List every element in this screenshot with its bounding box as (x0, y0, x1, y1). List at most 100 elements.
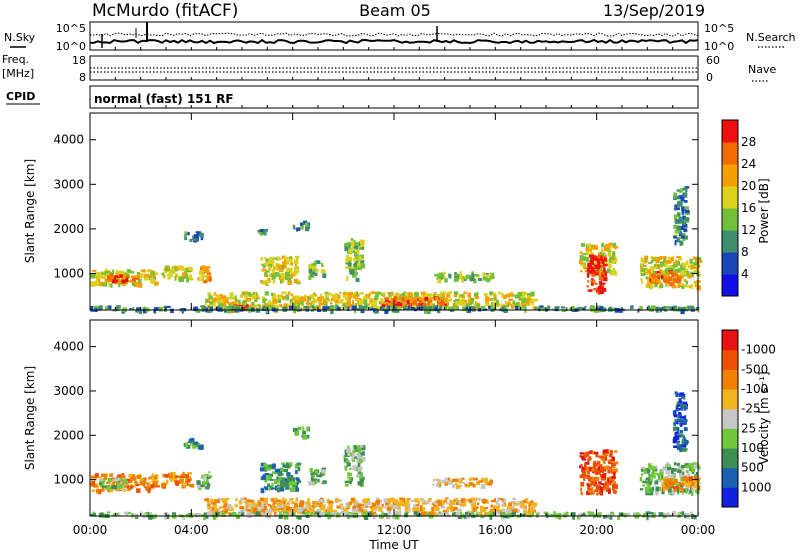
power-echo-cell (335, 293, 339, 298)
velocity-echo-cell (479, 512, 483, 517)
velocity-echo-cell (148, 484, 152, 490)
velocity-echo-cell (471, 497, 477, 501)
velocity-echo-cell (314, 503, 318, 508)
power-echo-cell (669, 306, 675, 310)
velocity-echo-cell (308, 480, 312, 486)
power-echo-cell (213, 293, 217, 297)
velocity-echo-cell (562, 513, 567, 517)
power-echo-cell (329, 301, 333, 305)
power-echo-cell (342, 303, 346, 307)
power-echo-cell (114, 275, 119, 278)
power-echo-cell (357, 256, 362, 261)
velocity-echo-cell (314, 480, 318, 484)
velocity-echo-cell (178, 514, 181, 517)
power-echo-cell (416, 299, 419, 302)
power-echo-cell (514, 294, 520, 299)
power-echo-cell (126, 275, 130, 278)
velocity-echo-cell (694, 483, 699, 489)
velocity-echo-cell (281, 483, 284, 487)
power-echo-cell (679, 283, 684, 286)
power-echo-cell (601, 265, 606, 269)
velocity-echo-cell (476, 502, 480, 506)
power-echo-cell (279, 295, 284, 299)
power-echo-cell (95, 281, 99, 286)
velocity-echo-cell (680, 416, 684, 419)
power-echo-cell (671, 285, 677, 289)
power-echo-cell (116, 305, 121, 309)
power-echo-cell (603, 267, 606, 273)
power-echo-cell (653, 257, 657, 260)
velocity-y-tick-label: 2000 (53, 428, 84, 442)
power-echo-cell (674, 219, 679, 224)
power-echo-cell (602, 264, 608, 267)
power-echo-cell (337, 307, 341, 311)
power-echo-cell (395, 309, 400, 313)
power-echo-cell (357, 251, 360, 255)
power-echo-cell (291, 274, 296, 277)
power-echo-cell (168, 271, 172, 275)
power-echo-cell (496, 304, 500, 307)
velocity-echo-cell (458, 499, 461, 505)
power-echo-cell (296, 227, 301, 231)
power-echo-cell (261, 296, 266, 299)
power-echo-cell (647, 305, 651, 310)
power-echo-cell (471, 271, 474, 275)
velocity-echo-cell (212, 515, 217, 520)
velocity-echo-cell (507, 512, 512, 518)
power-echo-cell (512, 300, 515, 305)
velocity-echo-cell (676, 482, 680, 485)
power-echo-cell (278, 269, 282, 273)
power-echo-cell (598, 265, 603, 268)
power-echo-cell (597, 261, 600, 267)
power-echo-cell (119, 274, 123, 278)
velocity-echo-cell (511, 507, 515, 512)
power-colorbar-tick-label: 24 (741, 157, 756, 171)
velocity-echo-cell (106, 511, 111, 514)
power-echo-cell (386, 307, 389, 310)
velocity-echo-cell (358, 467, 361, 471)
power-echo-cell (500, 303, 503, 306)
noise-sky-trace (89, 38, 699, 45)
power-echo-cell (264, 272, 268, 276)
power-echo-cell (677, 278, 682, 282)
power-echo-cell (692, 256, 697, 260)
velocity-echo-cell (280, 504, 284, 508)
velocity-echo-cell (214, 508, 217, 512)
power-echo-cell (297, 304, 300, 308)
power-echo-cell (174, 273, 179, 278)
velocity-echo-cell (283, 469, 289, 473)
velocity-echo-cell (370, 508, 374, 511)
velocity-echo-cell (129, 485, 134, 489)
velocity-echo-cell (281, 462, 286, 465)
power-echo-cell (465, 309, 468, 313)
velocity-echo-cell (102, 515, 105, 519)
velocity-echo-cell (537, 511, 540, 515)
power-echo-cell (266, 280, 269, 285)
power-echo-cell (93, 305, 98, 309)
power-echo-cell (503, 308, 508, 313)
power-echo-cell (681, 206, 686, 212)
power-echo-cell (439, 292, 443, 297)
velocity-echo-cell (393, 504, 399, 510)
velocity-echo-cell (667, 474, 671, 477)
velocity-echo-cell (691, 488, 695, 492)
power-echo-cell (248, 307, 254, 311)
power-echo-cell (312, 307, 316, 310)
velocity-echo-cell (221, 498, 225, 503)
power-echo-cell (587, 243, 591, 247)
velocity-echo-cell (182, 515, 186, 520)
power-echo-cell (359, 239, 365, 245)
station-title: McMurdo (fitACF) (92, 1, 238, 21)
velocity-echo-cell (387, 506, 390, 510)
velocity-echo-cell (255, 502, 259, 507)
velocity-echo-cell (251, 511, 256, 514)
velocity-echo-cell (417, 500, 420, 505)
power-echo-cell (115, 305, 118, 311)
power-echo-cell (152, 276, 157, 280)
velocity-echo-cell (282, 498, 287, 502)
velocity-echo-cell (225, 497, 230, 501)
velocity-echo-cell (603, 468, 606, 472)
velocity-echo-cell (125, 482, 128, 485)
power-echo-cell (437, 278, 442, 284)
velocity-echo-cell (685, 512, 690, 517)
